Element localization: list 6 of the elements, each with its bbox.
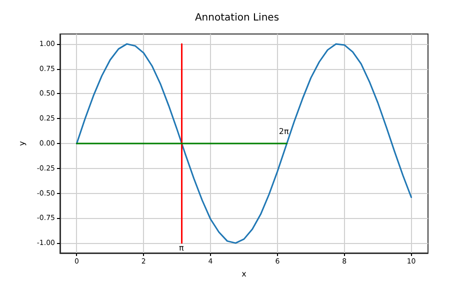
line-series: [76, 43, 412, 244]
annotation: π: [178, 244, 184, 253]
y-axis-title: y: [17, 140, 26, 146]
chart-title: Annotation Lines: [194, 12, 280, 24]
x-axis-title: x: [242, 269, 247, 278]
annotation: 2π: [278, 127, 290, 136]
